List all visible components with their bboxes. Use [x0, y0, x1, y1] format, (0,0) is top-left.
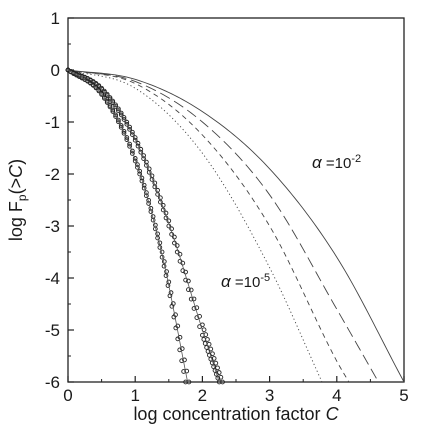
- data-point: [207, 352, 212, 358]
- series-6-markers: [65, 67, 192, 385]
- data-point: [204, 345, 209, 350]
- data-point: [165, 283, 171, 288]
- axis-ticks: 0 1 2 3 4 5 1 0 -1 -2 -3 -4 -5 -6: [45, 9, 409, 405]
- data-point: [113, 112, 118, 118]
- annotation-alpha-1e-5: α =10-5: [221, 272, 270, 291]
- x-tick-label: 1: [130, 386, 139, 405]
- y-axis-label: log Fp(>C): [6, 159, 29, 241]
- data-point: [167, 293, 173, 299]
- y-tick-label: -6: [45, 373, 60, 392]
- series-5-markers: [65, 67, 222, 385]
- data-point: [175, 336, 181, 342]
- data-point: [99, 92, 104, 97]
- data-point: [118, 123, 124, 128]
- y-tick-label: -1: [45, 113, 60, 132]
- data-point: [116, 106, 121, 112]
- data-point: [121, 117, 127, 122]
- y-tick-label: -2: [45, 165, 60, 184]
- y-tick-label: -4: [45, 269, 60, 288]
- data-point: [216, 379, 222, 385]
- data-point: [118, 110, 124, 116]
- data-point: [173, 325, 179, 331]
- data-point: [215, 375, 221, 381]
- data-point: [110, 100, 116, 105]
- data-point: [113, 114, 118, 119]
- y-tick-label: -3: [45, 217, 60, 236]
- annotation-alpha-1e-2: α =10-2: [312, 153, 361, 172]
- series-0-line: [67, 69, 405, 383]
- data-point: [191, 296, 197, 302]
- data-point: [184, 368, 190, 374]
- data-point: [205, 349, 211, 354]
- data-point: [102, 95, 107, 101]
- data-point: [88, 80, 93, 86]
- data-point: [179, 346, 185, 351]
- series-1-line: [67, 69, 379, 383]
- data-point: [171, 314, 177, 320]
- data-point: [116, 108, 121, 113]
- series-layer: [65, 67, 405, 385]
- data-point: [107, 96, 113, 102]
- data-point: [121, 128, 127, 134]
- data-point: [113, 104, 118, 109]
- data-point: [110, 107, 116, 113]
- data-point: [177, 258, 183, 264]
- data-point: [107, 104, 113, 110]
- data-point: [116, 119, 121, 125]
- series-2-line: [67, 69, 350, 383]
- data-point: [124, 121, 130, 127]
- x-tick-label: 3: [265, 386, 274, 405]
- data-point: [194, 305, 200, 311]
- x-axis-label: log concentration factor C: [133, 404, 339, 424]
- data-point: [104, 100, 110, 105]
- data-point: [116, 117, 121, 123]
- y-tick-label: 1: [51, 9, 60, 28]
- data-point: [130, 132, 135, 137]
- data-point: [188, 287, 194, 293]
- x-tick-label: 2: [198, 386, 207, 405]
- data-point: [93, 85, 99, 91]
- x-tick-label: 0: [63, 386, 72, 405]
- data-point: [182, 357, 187, 363]
- y-tick-label: -5: [45, 321, 60, 340]
- data-point: [169, 303, 175, 309]
- x-tick-label: 5: [399, 386, 408, 405]
- data-point: [183, 277, 188, 283]
- series-9-line: [67, 69, 189, 383]
- data-point: [180, 268, 186, 273]
- data-point: [113, 102, 118, 108]
- data-point: [127, 126, 132, 132]
- data-point: [110, 109, 116, 114]
- data-point: [118, 112, 124, 118]
- data-point: [218, 374, 224, 380]
- data-point: [96, 88, 102, 94]
- x-tick-label: 4: [332, 386, 341, 405]
- series-8-line: [67, 69, 220, 383]
- data-point: [90, 83, 96, 88]
- y-tick-label: 0: [51, 61, 60, 80]
- data-point: [186, 278, 191, 284]
- plot-frame: [67, 17, 405, 383]
- series-3-line: [67, 69, 323, 383]
- data-point: [174, 249, 180, 255]
- data-point: [124, 135, 130, 140]
